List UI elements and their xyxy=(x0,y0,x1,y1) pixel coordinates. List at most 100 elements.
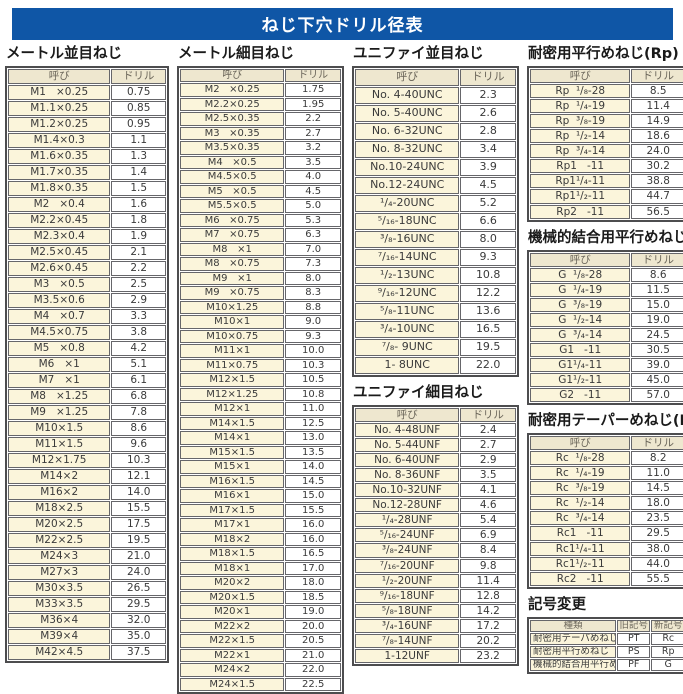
value-cell: 5.1 xyxy=(111,356,166,372)
table-row: G ¹/₂-14 19.0 xyxy=(530,312,683,327)
value-cell: 24.0 xyxy=(111,564,166,580)
section-title-rp: 耐密用平行めねじ(Rp) xyxy=(528,46,679,62)
metric-fine-table: 呼び ドリル M2 ×0.25 1.75 M2.2×0.25 1.95 M2.5×0.35 2… xyxy=(177,65,344,694)
table-row: Rc ³/₈-19 14.5 xyxy=(530,481,683,496)
thread-name-cell: G1¹/₂-11 xyxy=(530,373,631,388)
value-cell: 1.1 xyxy=(111,132,166,148)
value-cell: 45.0 xyxy=(631,373,683,388)
thread-name-cell: ³/₄-10UNC xyxy=(355,320,460,338)
table-row: No. 8-36UNF 3.5 xyxy=(355,468,516,483)
value-cell: 3.5 xyxy=(285,155,341,170)
value-cell: 1.4 xyxy=(111,164,166,180)
thread-name-cell: 機械的結合用平行めねじ xyxy=(530,658,616,671)
thread-name-cell: M20×2.5 xyxy=(8,516,111,532)
table-row: M18×2 16.0 xyxy=(180,532,341,547)
drill-size-reference-page: ねじ下穴ドリル径表 メートル並目ねじ 呼び ドリル M1 ×0.25 0.75 M1.1… xyxy=(0,8,683,694)
value-cell: 15.5 xyxy=(285,503,341,518)
thread-name-cell: Rp ¹/₈-28 xyxy=(530,84,631,99)
column-header: ドリル xyxy=(460,68,516,86)
column-header: 呼び xyxy=(355,68,460,86)
thread-name-cell: M20×1.5 xyxy=(180,590,285,605)
value-cell: 4.2 xyxy=(111,340,166,356)
value-cell: 11.0 xyxy=(285,402,341,416)
thread-name-cell: No. 4-48UNF xyxy=(355,422,460,437)
table-row: Rc ¹/₈-28 8.2 xyxy=(530,451,683,466)
section-title-rc: 耐密用テーパーめねじ(Rc) xyxy=(528,413,683,430)
table-row: Rc ³/₄-14 23.5 xyxy=(530,511,683,526)
value-cell: 0.85 xyxy=(111,100,166,116)
table-row: 耐密用テーパめねじ PT Rc xyxy=(530,632,683,645)
table-row: Rc ¹/₂-14 18.0 xyxy=(530,496,683,511)
value-cell: 16.5 xyxy=(285,547,341,561)
thread-name-cell: 1- 8UNC xyxy=(355,356,460,374)
section-title-metric-fine: メートル細目ねじ xyxy=(178,46,294,62)
table-row: M20×1.5 18.5 xyxy=(180,590,341,605)
thread-name-cell: M8 ×1 xyxy=(180,242,285,257)
header-row: 呼び ドリル xyxy=(530,68,683,83)
value-cell: 6.9 xyxy=(460,528,516,543)
thread-name-cell: ⁷/₁₆-14UNC xyxy=(355,248,460,266)
thread-name-cell: Rp1 -11 xyxy=(530,159,631,174)
thread-name-cell: No.12-24UNC xyxy=(355,176,460,194)
rc-table: 呼び ドリル Rc ¹/₈-28 8.2 Rc ¹/₄-19 11.0 Rc ³/₈-19 1… xyxy=(527,433,683,589)
thread-name-cell: M16×2 xyxy=(8,484,111,500)
table-row: ⁵/₁₆-18UNC 6.6 xyxy=(355,212,516,230)
table-row: M4 ×0.5 3.5 xyxy=(180,155,341,170)
thread-name-cell: M1.1×0.25 xyxy=(8,100,111,116)
column-header: ドリル xyxy=(460,407,516,422)
value-cell: 14.9 xyxy=(631,114,683,129)
value-cell: 7.8 xyxy=(111,404,166,420)
thread-name-cell: Rp1¹/₄-11 xyxy=(530,174,631,189)
value-cell: PT xyxy=(616,632,651,645)
table-row: M8 ×1 7.0 xyxy=(180,242,341,257)
value-cell: 23.2 xyxy=(460,648,516,663)
value-cell: 38.0 xyxy=(631,541,683,556)
table-row: M20×2.5 17.5 xyxy=(8,516,166,532)
table-row: M2.2×0.25 1.95 xyxy=(180,97,341,112)
table-row: Rp1 -11 30.2 xyxy=(530,159,683,174)
thread-name-cell: M6 ×1 xyxy=(8,356,111,372)
value-cell: 14.5 xyxy=(631,481,683,496)
thread-name-cell: M3 ×0.35 xyxy=(180,126,285,141)
value-cell: 8.4 xyxy=(460,543,516,558)
value-cell: 11.4 xyxy=(631,99,683,114)
thread-name-cell: M9 ×1.25 xyxy=(8,404,111,420)
thread-name-cell: M9 ×0.75 xyxy=(180,286,285,300)
table-row: M14×1 13.0 xyxy=(180,431,341,445)
table-row: M24×1.5 22.5 xyxy=(180,677,341,692)
thread-name-cell: M2.5×0.45 xyxy=(8,244,111,260)
thread-name-cell: M8 ×0.75 xyxy=(180,257,285,271)
value-cell: 15.0 xyxy=(631,297,683,312)
value-cell: 13.6 xyxy=(460,302,516,320)
thread-name-cell: 耐密用平行めねじ xyxy=(530,645,616,658)
table-row: Rc1¹/₄-11 38.0 xyxy=(530,541,683,556)
table-row: M2.5×0.35 2.2 xyxy=(180,112,341,126)
table-row: M9 ×0.75 8.3 xyxy=(180,286,341,300)
thread-name-cell: M2.2×0.25 xyxy=(180,97,285,112)
thread-name-cell: Rc1¹/₂-11 xyxy=(530,556,631,571)
table-row: M33×3.5 29.5 xyxy=(8,596,166,612)
table-row: Rc1 -11 29.5 xyxy=(530,526,683,541)
table-row: M5 ×0.5 4.5 xyxy=(180,184,341,199)
table-row: M4.5×0.5 4.0 xyxy=(180,170,341,184)
value-cell: 23.5 xyxy=(631,511,683,526)
table-row: ⁷/₁₆-14UNC 9.3 xyxy=(355,248,516,266)
value-cell: 44.0 xyxy=(631,556,683,571)
value-cell: 17.5 xyxy=(111,516,166,532)
value-cell: 56.5 xyxy=(631,204,683,219)
value-cell: 2.5 xyxy=(111,276,166,292)
thread-name-cell: G ¹/₈-28 xyxy=(530,267,631,282)
table-row: 1- 8UNC 22.0 xyxy=(355,356,516,374)
section-title-symbol-change: 記号変更 xyxy=(528,596,586,613)
value-cell: 15.0 xyxy=(285,489,341,503)
section-title-g: 機械的結合用平行めねじ(G) xyxy=(528,229,683,246)
thread-name-cell: M4.5×0.75 xyxy=(8,324,111,340)
column-header: 呼び xyxy=(530,436,631,451)
value-cell: 22.5 xyxy=(285,677,341,692)
thread-name-cell: M14×1 xyxy=(180,431,285,445)
thread-name-cell: ³/₄-16UNF xyxy=(355,618,460,633)
table-row: M22×1 21.0 xyxy=(180,648,341,663)
thread-name-cell: M12×1 xyxy=(180,402,285,416)
thread-name-cell: M4.5×0.5 xyxy=(180,170,285,184)
table-row: M5.5×0.5 5.0 xyxy=(180,199,341,213)
